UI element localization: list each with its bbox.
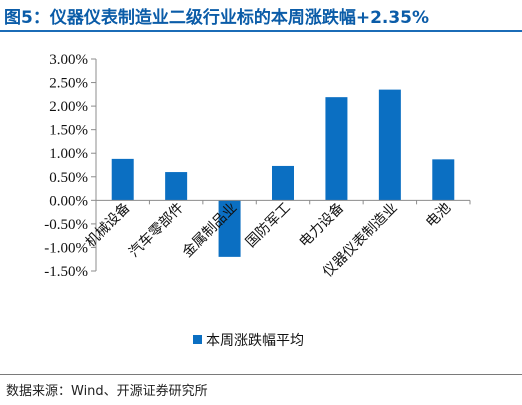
y-tick-label: 2.00% xyxy=(49,99,88,115)
x-tick-label: 电池 xyxy=(423,200,454,231)
bar xyxy=(111,158,134,201)
title-rule xyxy=(0,30,522,32)
bar xyxy=(378,89,401,201)
bars xyxy=(111,89,455,257)
y-tick-label: 1.50% xyxy=(49,123,88,139)
y-tick-label: -1.50% xyxy=(44,264,88,280)
bottom-rule xyxy=(0,374,522,375)
bar xyxy=(218,200,241,257)
legend-swatch xyxy=(193,335,202,344)
bar-chart: 3.00% 2.50% 2.00% 1.50% 1.00% 0.50% 0.00% -0.50… xyxy=(44,52,471,349)
y-tick-label: 3.00% xyxy=(49,52,88,68)
x-tick-label: 汽车零部件 xyxy=(125,199,187,261)
y-tick-label: -0.50% xyxy=(44,217,88,233)
bar xyxy=(432,159,455,201)
x-tick-label: 机械设备 xyxy=(82,199,134,251)
legend: 本周涨跌幅平均 xyxy=(193,333,304,349)
y-tick-label: 1.00% xyxy=(49,146,88,162)
bar xyxy=(272,165,294,201)
legend-label: 本周涨跌幅平均 xyxy=(206,333,304,349)
bar xyxy=(325,97,348,201)
y-tick-label: 0.50% xyxy=(49,170,88,186)
y-tick-label: 2.50% xyxy=(49,76,88,92)
bar xyxy=(165,172,188,201)
y-tick-label: 0.00% xyxy=(49,193,88,209)
y-tick-label: -1.00% xyxy=(44,240,88,256)
source-note: 数据来源：Wind、开源证券研究所 xyxy=(6,384,208,399)
x-tick-label: 国防军工 xyxy=(243,200,294,251)
y-axis: 3.00% 2.50% 2.00% 1.50% 1.00% 0.50% 0.00% -0.50… xyxy=(44,52,96,280)
x-tick-label: 电力设备 xyxy=(296,199,348,251)
chart-title: 图5：仪器仪表制造业二级行业标的本周涨跌幅+2.35% xyxy=(4,8,430,28)
